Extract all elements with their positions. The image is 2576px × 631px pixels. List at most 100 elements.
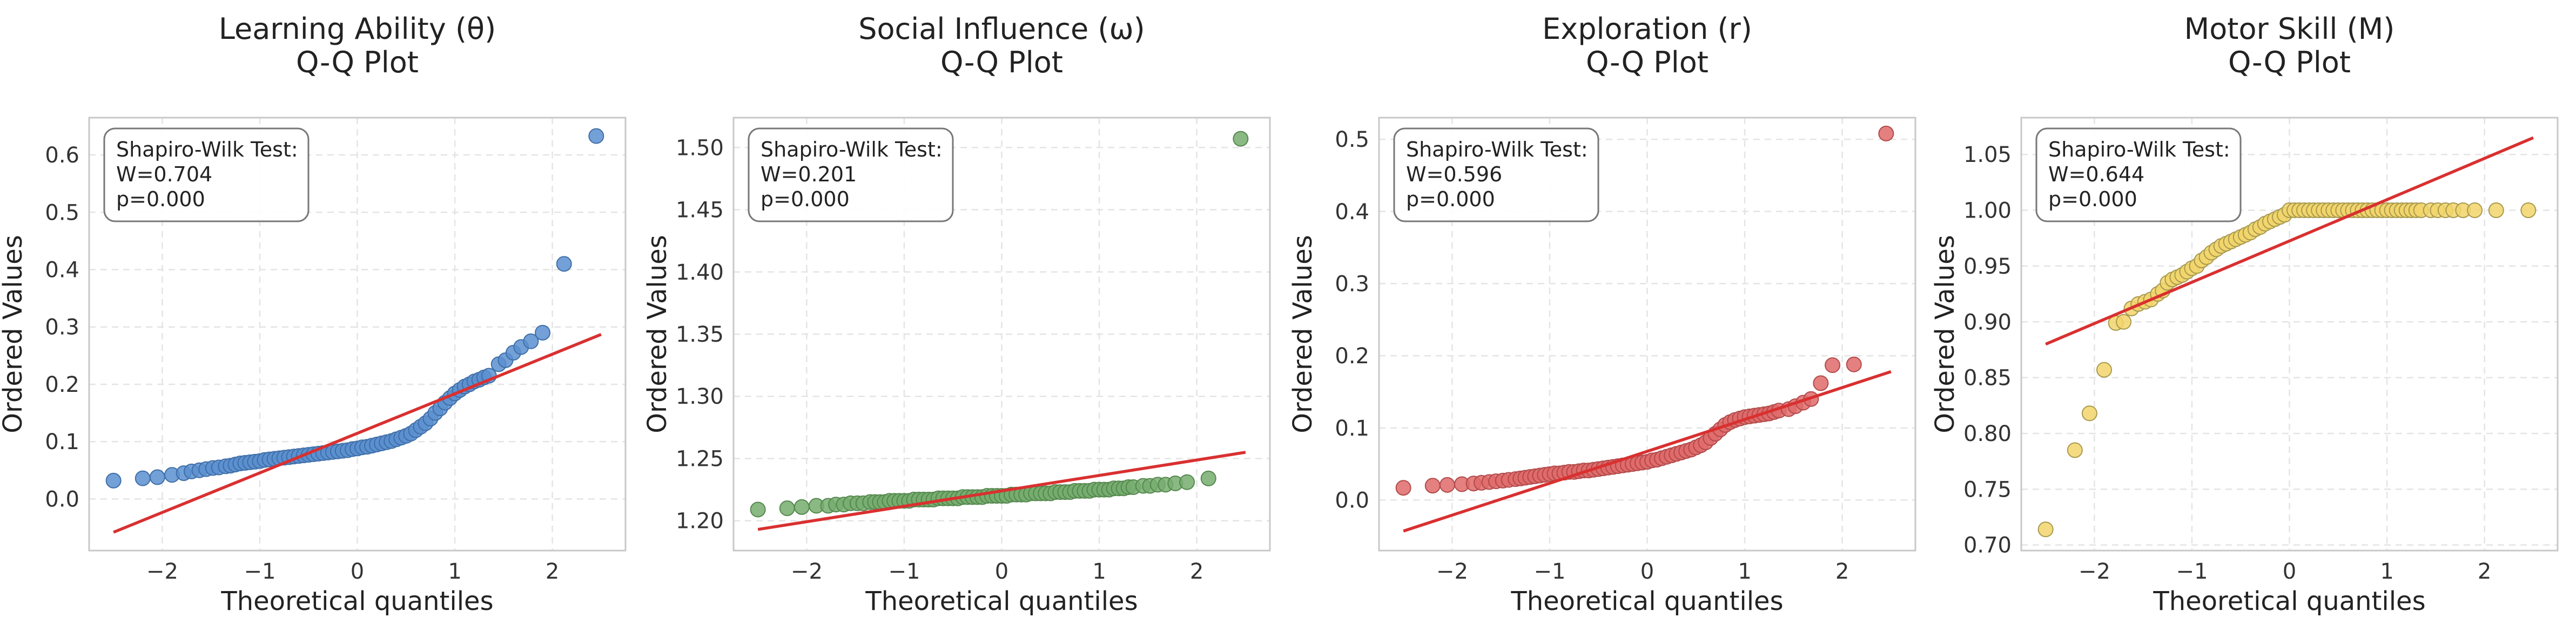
x-tick-label: 2 [546,559,559,584]
annotation-text: W=0.704 [116,162,212,186]
data-point [134,470,151,486]
plot-frame [732,117,1271,552]
data-point [1424,478,1441,494]
data-point [1395,480,1411,496]
y-tick-label: 0.3 [1335,272,1369,296]
data-point [149,469,165,485]
chart-panel-3: −2 −1 0 1 2 0.0 0.1 0.2 0.3 0.4 0.5 Theoretical qua… [1288,12,1916,616]
data-point [535,324,551,341]
y-axis-label: Ordered Values [642,235,672,433]
data-point [1200,470,1216,486]
y-tick-label: 1.00 [1963,199,2012,223]
x-tick-label: 2 [1190,559,1203,584]
y-tick-label: 0.3 [45,315,79,340]
x-axis-label: Theoretical quantiles [1510,586,1783,616]
x-tick-label: −2 [146,559,178,584]
x-tick-label: −1 [244,559,275,584]
annotation-text: p=0.000 [761,187,850,211]
chart-title-line: Q-Q Plot [940,45,1063,79]
chart-title-line: Q-Q Plot [1586,45,1709,79]
chart-panel-1: −2 −1 0 1 2 0.0 0.1 0.2 0.3 0.4 0.5 0.6 Theoretical … [0,12,627,616]
y-tick-label: 0.4 [1335,200,1369,225]
annotation-text: Shapiro-Wilk Test: [2048,138,2230,161]
data-point [523,333,539,349]
x-tick-label: −2 [791,559,823,584]
chart-title-line: Exploration (r) [1542,12,1752,46]
data-point [779,500,795,517]
annotation-text: Shapiro-Wilk Test: [116,138,298,161]
y-tick-label: 0.70 [1963,533,2012,558]
chart-title-line: Q-Q Plot [2228,45,2351,79]
y-tick-label: 0.5 [1335,127,1369,152]
x-axis-label: Theoretical quantiles [220,586,493,616]
y-tick-label: 0.0 [1335,488,1369,513]
annotation-text: W=0.201 [761,162,857,186]
data-point [1233,131,1249,147]
data-point [2467,202,2483,219]
y-tick-label: 0.1 [1335,416,1369,441]
annotation-text: Shapiro-Wilk Test: [761,138,943,161]
data-point [2520,202,2537,219]
x-tick-label: −1 [2176,559,2208,584]
y-tick-label: 0.80 [1963,422,2012,446]
plot-frame [1378,117,1916,552]
data-point [105,472,122,488]
x-tick-label: 1 [2380,559,2393,584]
y-tick-label: 1.25 [676,446,724,471]
data-point [1878,125,1894,141]
annotation-text: Shapiro-Wilk Test: [1406,138,1588,161]
annotation-text: W=0.644 [2048,162,2144,186]
plot-frame [88,117,627,552]
data-point [588,128,604,144]
data-point [2067,442,2083,458]
chart-title-line: Motor Skill (M) [2184,12,2395,46]
y-tick-label: 1.45 [676,198,724,223]
shapiro-wilk-annotation [1393,127,1599,222]
reference-line [1403,370,1892,533]
x-tick-label: 0 [1640,559,1654,584]
x-axis-label: Theoretical quantiles [865,586,1138,616]
x-tick-label: −2 [2079,559,2110,584]
y-tick-label: 0.95 [1963,254,2012,279]
data-point [1813,375,1829,391]
y-tick-label: 0.6 [45,143,79,168]
chart-title-line: Social Influence (ω) [858,12,1145,46]
data-point [1439,477,1455,493]
x-tick-label: 1 [1738,559,1751,584]
y-tick-label: 0.85 [1963,366,2012,391]
x-tick-label: 0 [351,559,364,584]
y-tick-label: 1.20 [676,509,724,534]
annotation-text: p=0.000 [1406,187,1495,211]
data-point [1846,356,1862,372]
reference-line [2045,136,2534,346]
data-point [2081,405,2097,422]
y-axis-label: Ordered Values [0,235,28,433]
y-tick-label: 1.35 [676,322,724,347]
y-tick-label: 0.75 [1963,477,2012,502]
data-point [2037,521,2054,538]
data-point [2488,202,2504,219]
y-axis-label: Ordered Values [1930,235,1960,433]
data-point [750,501,766,518]
x-tick-label: −1 [888,559,920,584]
shapiro-wilk-annotation [2035,127,2242,222]
data-point [2116,314,2132,330]
annotation-text: p=0.000 [116,187,205,211]
y-tick-label: 0.2 [1335,344,1369,369]
data-point [556,256,572,272]
data-point [1825,357,1841,373]
y-tick-label: 0.90 [1963,310,2012,335]
annotation-text: p=0.000 [2048,187,2137,211]
x-tick-label: 1 [448,559,461,584]
y-tick-label: 1.30 [676,384,724,409]
data-point [2096,362,2112,378]
data-point [793,499,810,515]
x-tick-label: −2 [1436,559,1468,584]
reference-line [757,451,1246,531]
y-tick-label: 1.50 [676,135,724,160]
chart-title-line: Learning Ability (θ) [219,12,496,46]
data-point [1179,474,1195,490]
x-tick-label: 0 [2283,559,2296,584]
y-tick-label: 1.05 [1963,143,2012,167]
